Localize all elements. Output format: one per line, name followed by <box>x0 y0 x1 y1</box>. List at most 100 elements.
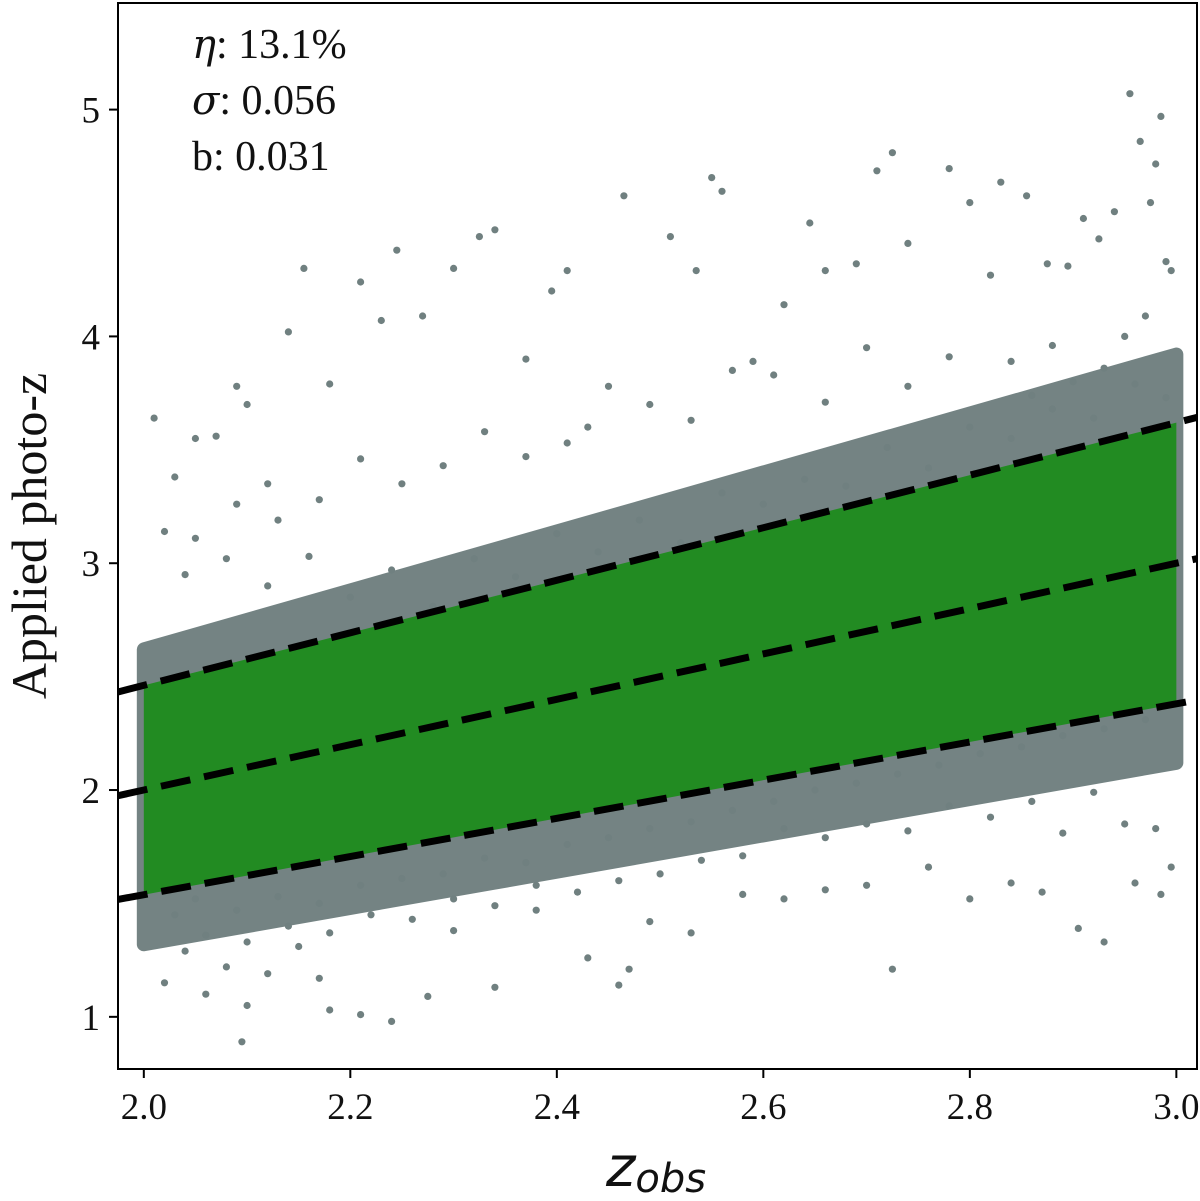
outlier-point <box>852 260 860 268</box>
plot-frame <box>117 2 1198 1070</box>
outlier-point <box>439 462 447 470</box>
outlier-point <box>904 382 912 390</box>
outlier-point <box>357 278 365 286</box>
outlier-point <box>419 312 427 320</box>
outlier-point <box>1121 332 1129 340</box>
outlier-point <box>1043 260 1051 268</box>
outlier-point <box>677 539 685 547</box>
outlier-point <box>1048 341 1056 350</box>
x-axis-label: zobs <box>605 1135 706 1201</box>
outlier-point <box>439 870 447 878</box>
outlier-point <box>780 895 788 903</box>
outlier-point <box>243 400 251 409</box>
outlier-point <box>326 929 334 937</box>
outlier-point <box>842 482 850 490</box>
outlier-point <box>243 1001 251 1010</box>
outlier-point <box>646 400 654 409</box>
outlier-point <box>697 856 706 864</box>
outlier-point <box>1141 312 1149 320</box>
outlier-point <box>191 895 199 903</box>
y-tick-label: 1 <box>82 998 101 1039</box>
outlier-point <box>945 165 953 173</box>
outlier-point <box>888 965 897 973</box>
outlier-point <box>377 316 385 325</box>
outlier-point <box>1007 434 1015 443</box>
outlier-point <box>1069 378 1077 386</box>
outlier-point <box>424 992 432 1001</box>
outlier-point <box>806 219 814 227</box>
outlier-point <box>563 439 571 447</box>
outlier-point <box>1064 262 1072 270</box>
outlier-point <box>986 271 995 279</box>
outlier-point <box>888 149 897 157</box>
outlier-point <box>181 947 189 955</box>
outlier-point <box>150 414 158 422</box>
outlier-point <box>966 423 974 431</box>
outlier-point <box>584 954 592 962</box>
x-tick-label: 2.2 <box>327 1087 373 1128</box>
outlier-point <box>305 552 313 561</box>
outlier-point <box>1023 192 1031 200</box>
outlier-point <box>1167 863 1175 871</box>
stat-sigma: σ: 0.056 <box>192 78 336 124</box>
outlier-point <box>687 929 695 937</box>
outlier-point <box>1100 364 1108 372</box>
outlier-point <box>264 582 272 590</box>
outlier-point <box>945 353 953 361</box>
y-tick-label: 5 <box>82 91 101 132</box>
outlier-point <box>357 1011 365 1019</box>
outlier-point <box>450 264 458 272</box>
reference-line <box>118 555 1197 800</box>
outlier-point <box>491 226 499 234</box>
x-tick-label: 2.0 <box>121 1087 167 1128</box>
stat-eta-value: : 13.1% <box>216 22 347 68</box>
outlier-point <box>625 965 633 973</box>
outlier-point <box>171 911 179 919</box>
outlier-point <box>532 906 540 914</box>
outlier-point <box>532 881 540 889</box>
outlier-point <box>1090 414 1098 422</box>
outlier-point <box>450 895 458 903</box>
stat-sigma-symbol: σ <box>192 78 221 124</box>
stat-bias-value: b: 0.031 <box>192 134 330 180</box>
x-tick-label: 3.0 <box>1153 1087 1199 1128</box>
outlier-point <box>481 428 489 436</box>
outlier-point <box>997 178 1005 186</box>
outlier-point <box>491 902 499 910</box>
outlier-point <box>295 942 303 951</box>
x-tick-label: 2.6 <box>740 1087 786 1128</box>
y-tick-label: 3 <box>82 544 101 585</box>
outlier-point <box>357 455 365 463</box>
outlier-point <box>770 371 778 379</box>
y-tick-label: 4 <box>82 317 101 358</box>
outlier-point <box>1131 380 1139 388</box>
stat-eta: η: 13.1% <box>192 22 347 68</box>
outlier-point <box>780 825 788 833</box>
outlier-point <box>522 453 530 461</box>
outlier-point <box>620 192 628 200</box>
outlier-point <box>160 527 169 536</box>
outlier-point <box>367 911 375 919</box>
outlier-point <box>801 475 809 483</box>
outlier-point <box>202 931 210 939</box>
outlier-point <box>222 555 230 563</box>
outlier-point <box>594 548 602 556</box>
outlier-point <box>233 500 241 508</box>
outlier-point <box>1162 394 1170 402</box>
outlier-point <box>656 870 664 878</box>
outlier-point <box>1059 829 1067 837</box>
outlier-point <box>780 301 788 309</box>
scatter-points <box>136 90 1184 1046</box>
outlier-point <box>924 863 933 871</box>
outlier-point <box>522 859 530 867</box>
outlier-point <box>191 434 199 443</box>
outlier-point <box>666 233 675 241</box>
outlier-point <box>852 779 860 787</box>
outlier-point <box>450 927 458 935</box>
outlier-point <box>935 761 943 769</box>
reference-line <box>118 413 1197 696</box>
outlier-point <box>1152 825 1160 833</box>
outlier-point <box>326 1006 334 1014</box>
outlier-point <box>718 489 726 497</box>
outlier-point <box>300 264 308 272</box>
